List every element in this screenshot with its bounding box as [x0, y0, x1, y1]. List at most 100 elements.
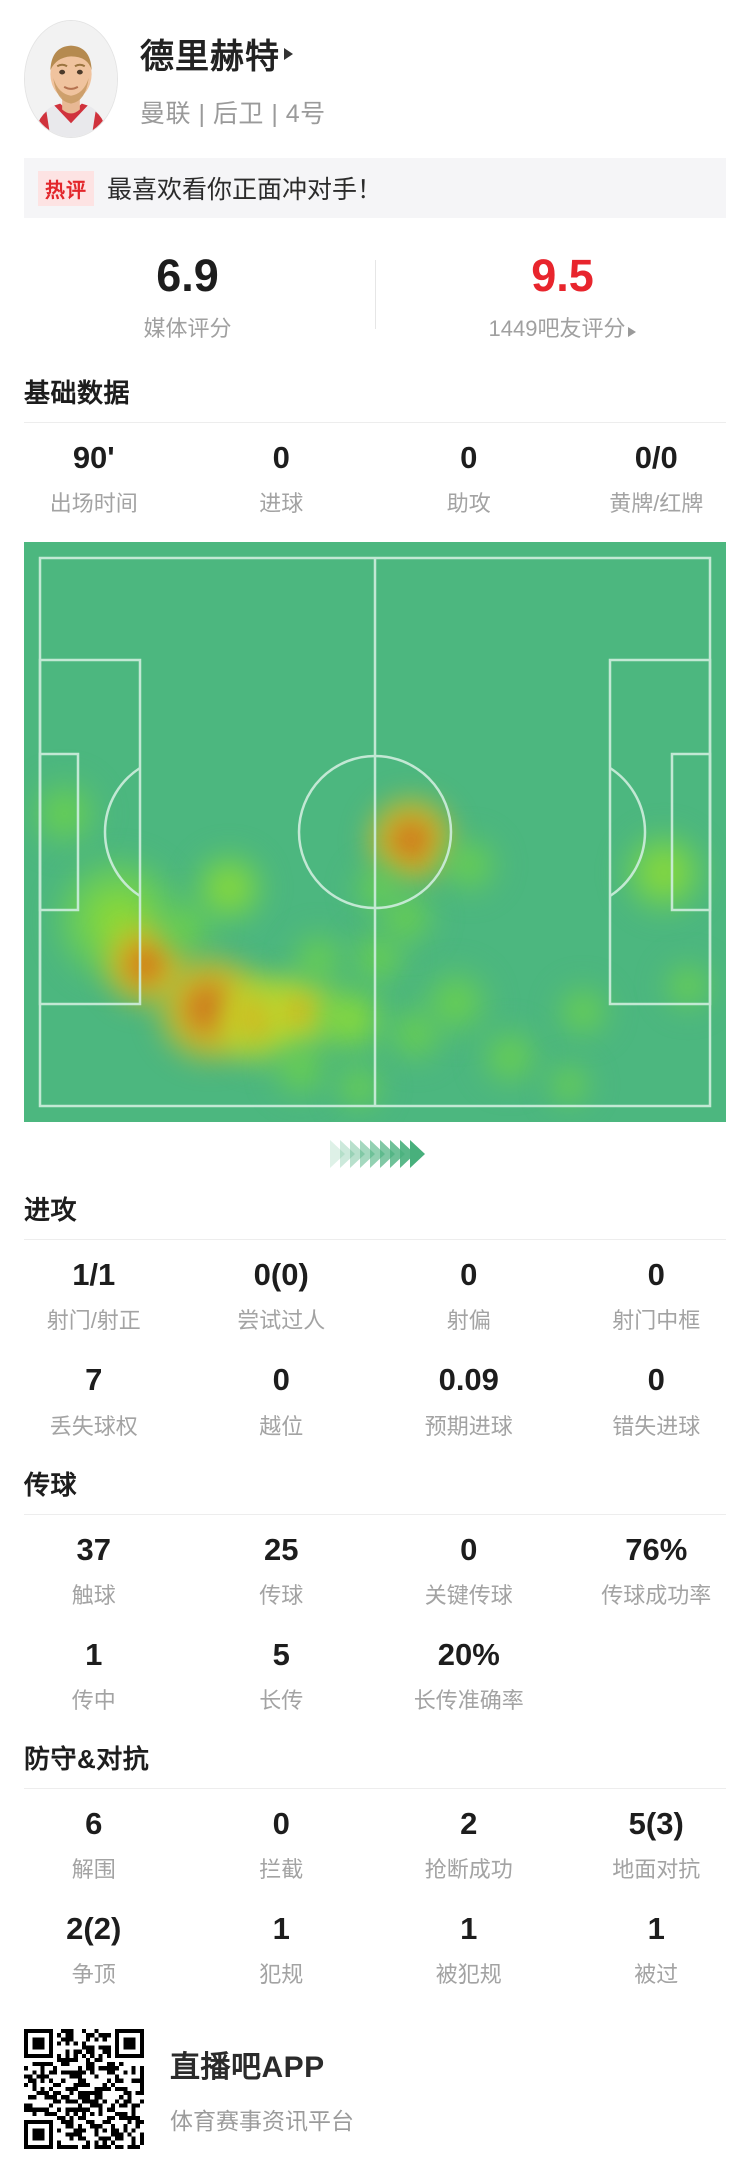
stat-row: 6 解围 0 拦截 2 抢断成功 5(3) 地面对抗: [0, 1789, 750, 1894]
rating-media-label: 媒体评分: [0, 311, 375, 343]
stat-value: 1: [375, 1912, 563, 1946]
stat-label: 出场时间: [0, 486, 188, 518]
stat-cell: 0 射门中框: [563, 1258, 750, 1335]
stat-row: 1 传中 5 长传 20% 长传准确率: [0, 1620, 750, 1725]
stat-label: 抢断成功: [375, 1852, 563, 1884]
player-header: 德里赫特 曼联 | 后卫 | 4号: [0, 0, 750, 144]
qr-code-icon[interactable]: [24, 2029, 144, 2149]
stat-value: 6: [0, 1807, 188, 1841]
stat-row: 7 丢失球权 0 越位 0.09 预期进球 0 错失进球: [0, 1345, 750, 1450]
stat-cell: 0.09 预期进球: [375, 1363, 563, 1440]
stat-value: 0: [188, 441, 376, 475]
footer-text: 直播吧APP 体育赛事资讯平台: [170, 2042, 354, 2136]
section-title-defense: 防守&对抗: [0, 1725, 750, 1782]
ratings-row: 6.9 媒体评分 9.5 1449吧友评分: [0, 242, 750, 359]
stat-cell: 1 传中: [0, 1638, 188, 1715]
stat-cell: 6 解围: [0, 1807, 188, 1884]
stat-value: 25: [188, 1533, 376, 1567]
stat-cell: 7 丢失球权: [0, 1363, 188, 1440]
stat-value: 0: [375, 1533, 563, 1567]
stat-value: 5: [188, 1638, 376, 1672]
stat-label: 射门/射正: [0, 1303, 188, 1335]
stat-value: 7: [0, 1363, 188, 1397]
stat-label: 传中: [0, 1683, 188, 1715]
stat-label: 犯规: [188, 1957, 376, 1989]
header-text: 德里赫特 曼联 | 后卫 | 4号: [140, 29, 326, 130]
stat-value: 0.09: [375, 1363, 563, 1397]
stat-cell: 5(3) 地面对抗: [563, 1807, 750, 1884]
stat-label: 争顶: [0, 1957, 188, 1989]
stat-cell: 2 抢断成功: [375, 1807, 563, 1884]
section-attack: 进攻 1/1 射门/射正 0(0) 尝试过人 0 射偏 0 射门中框 7: [0, 1176, 750, 1450]
stat-cell: 0 射偏: [375, 1258, 563, 1335]
rating-media-value: 6.9: [0, 252, 375, 299]
stat-value: 1: [0, 1638, 188, 1672]
stat-row: 37 触球 25 传球 0 关键传球 76% 传球成功率: [0, 1515, 750, 1620]
stat-label: 被过: [563, 1957, 750, 1989]
stat-cell: 0 错失进球: [563, 1363, 750, 1440]
stat-cell: 90' 出场时间: [0, 441, 188, 518]
stat-label: 长传: [188, 1683, 376, 1715]
stat-label: 射偏: [375, 1303, 563, 1335]
heatmap-section: [0, 528, 750, 1176]
heatmap-pitch[interactable]: [24, 542, 726, 1122]
stat-value: 0: [563, 1258, 750, 1292]
stat-value: 1/1: [0, 1258, 188, 1292]
triangle-right-icon: [284, 48, 293, 60]
stat-value: 2: [375, 1807, 563, 1841]
stat-value: 0: [375, 441, 563, 475]
stat-label: 传球: [188, 1578, 376, 1610]
stat-label: 解围: [0, 1852, 188, 1884]
qr-code-svg: [24, 2029, 144, 2149]
stat-cell: 1/1 射门/射正: [0, 1258, 188, 1335]
section-title-attack: 进攻: [0, 1176, 750, 1233]
section-title-passing: 传球: [0, 1451, 750, 1508]
stat-value: 20%: [375, 1638, 563, 1672]
stat-cell: 0 进球: [188, 441, 376, 518]
stat-cell: 0 越位: [188, 1363, 376, 1440]
rating-fans-label-text: 1449吧友评分: [489, 316, 626, 341]
player-name-row[interactable]: 德里赫特: [140, 29, 326, 78]
stat-value: 0/0: [563, 441, 750, 475]
triangle-right-icon: [628, 327, 636, 337]
avatar[interactable]: [24, 20, 118, 138]
stat-label: 黄牌/红牌: [563, 486, 750, 518]
hot-comment-text: 最喜欢看你正面冲对手！: [107, 170, 382, 206]
stat-cell: 1 犯规: [188, 1912, 376, 1989]
stat-label: 越位: [188, 1409, 376, 1441]
stat-label: 触球: [0, 1578, 188, 1610]
pitch-lines: [24, 542, 726, 1122]
stat-value: 37: [0, 1533, 188, 1567]
stat-cell: 76% 传球成功率: [563, 1533, 750, 1610]
rating-fans-label: 1449吧友评分: [375, 311, 750, 343]
stat-value: 90': [0, 441, 188, 475]
stat-value: 5(3): [563, 1807, 750, 1841]
stat-label: 预期进球: [375, 1409, 563, 1441]
stat-label: 关键传球: [375, 1578, 563, 1610]
stat-value: 1: [188, 1912, 376, 1946]
stat-row: 90' 出场时间 0 进球 0 助攻 0/0 黄牌/红牌: [0, 423, 750, 528]
section-basic: 基础数据 90' 出场时间 0 进球 0 助攻 0/0 黄牌/红牌: [0, 359, 750, 528]
stat-value: 0: [188, 1363, 376, 1397]
player-avatar-icon: [25, 21, 117, 137]
stat-cell: 0/0 黄牌/红牌: [563, 441, 750, 518]
stat-label: 错失进球: [563, 1409, 750, 1441]
stat-label: 丢失球权: [0, 1409, 188, 1441]
stat-cell-empty: [563, 1638, 750, 1715]
stat-label: 射门中框: [563, 1303, 750, 1335]
stat-value: 0: [563, 1363, 750, 1397]
hot-comment-badge: 热评: [38, 171, 94, 206]
section-defense: 防守&对抗 6 解围 0 拦截 2 抢断成功 5(3) 地面对抗 2(2): [0, 1725, 750, 1999]
rating-fans-value: 9.5: [375, 252, 750, 299]
app-subtitle: 体育赛事资讯平台: [170, 2102, 354, 2136]
rating-fans[interactable]: 9.5 1449吧友评分: [375, 252, 750, 343]
stat-value: 0: [375, 1258, 563, 1292]
stat-label: 拦截: [188, 1852, 376, 1884]
stat-value: 2(2): [0, 1912, 188, 1946]
hot-comment-banner[interactable]: 热评 最喜欢看你正面冲对手！: [24, 158, 726, 218]
stat-row: 1/1 射门/射正 0(0) 尝试过人 0 射偏 0 射门中框: [0, 1240, 750, 1345]
chevron-right-icon: [400, 1140, 415, 1168]
section-passing: 传球 37 触球 25 传球 0 关键传球 76% 传球成功率 1 传中: [0, 1451, 750, 1725]
stat-cell: 0(0) 尝试过人: [188, 1258, 376, 1335]
